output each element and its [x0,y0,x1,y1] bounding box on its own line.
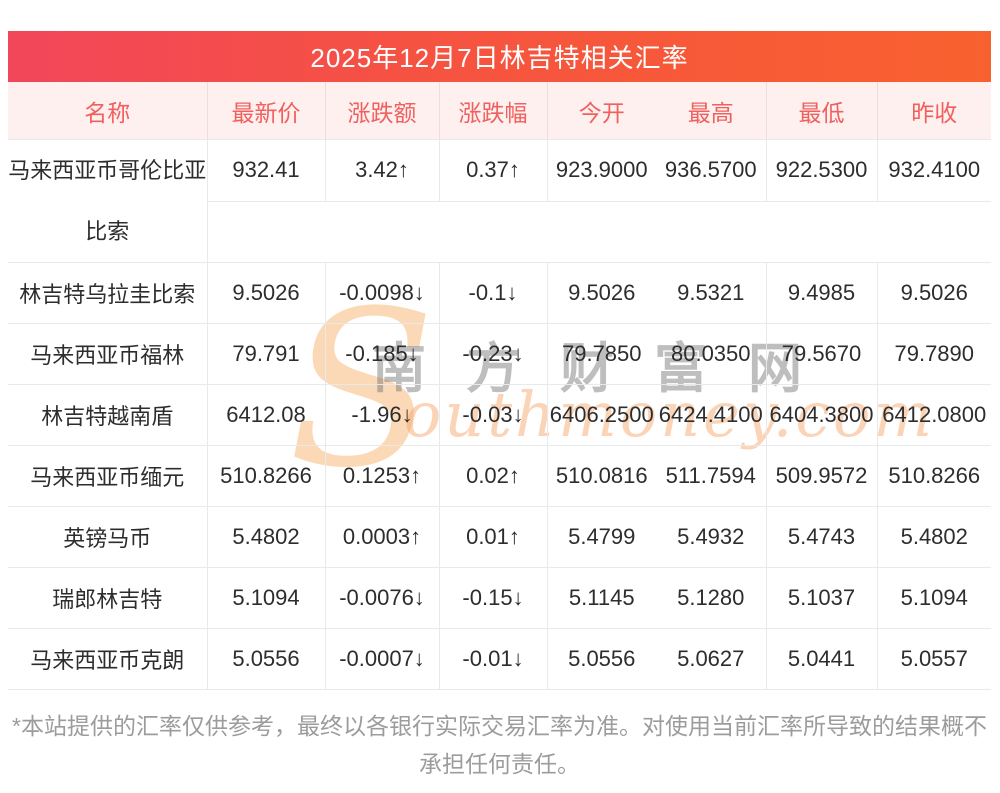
cell-empty [439,201,547,263]
cell-currency-name: 林吉特越南盾 [8,384,208,446]
cell-currency-name: 英镑马币 [8,506,208,568]
cell-empty [325,201,439,263]
cell-low: 5.1037 [766,567,878,629]
cell-latest-price: 5.0556 [207,628,326,690]
cell-latest-price: 510.8266 [207,445,326,507]
table-header-row: 名称 最新价 涨跌额 涨跌幅 今开 最高 最低 昨收 [8,82,991,140]
cell-change-amount: -0.0076↓ [325,567,440,629]
table-row: 马来西亚币哥伦比亚比索 932.41 3.42↑ 0.37↑ 923.9000 936.5… [8,139,991,263]
cell-high: 5.0627 [656,628,767,690]
cell-prev-close: 9.5026 [877,262,991,324]
cell-empty [877,201,991,263]
cell-prev-close: 932.4100 [877,139,991,202]
cell-empty [656,201,766,263]
cell-prev-close: 510.8266 [877,445,991,507]
cell-currency-name: 马来西亚币克朗 [8,628,208,690]
cell-change-percent: -0.15↓ [439,567,548,629]
cell-open: 5.1145 [547,567,656,629]
cell-change-amount: 0.0003↑ [325,506,440,568]
column-header-prev-close: 昨收 [877,82,991,140]
disclaimer-text: *本站提供的汇率仅供参考，最终以各银行实际交易汇率为准。对使用当前汇率所导致的结… [12,713,987,777]
cell-currency-name: 马来西亚币福林 [8,323,208,385]
page-title: 2025年12月7日林吉特相关汇率 [310,43,689,73]
cell-empty [766,201,877,263]
cell-prev-close: 5.4802 [877,506,991,568]
cell-open: 5.4799 [547,506,656,568]
cell-high: 511.7594 [656,445,767,507]
cell-change-percent: -0.23↓ [439,323,548,385]
cell-low: 9.4985 [766,262,878,324]
cell-prev-close: 5.0557 [877,628,991,690]
cell-change-amount: 3.42↑ [325,139,440,202]
exchange-rate-table: 名称 最新价 涨跌额 涨跌幅 今开 最高 最低 昨收 马来西亚币哥伦比亚比索 932.41 3.4… [8,82,991,690]
table-row: 林吉特乌拉圭比索 9.5026 -0.0098↓ -0.1↓ 9.5026 9.5321 9… [8,262,991,324]
cell-prev-close: 79.7890 [877,323,991,385]
table-row: 瑞郎林吉特 5.1094 -0.0076↓ -0.15↓ 5.1145 5.1280 5.1… [8,567,991,629]
cell-change-amount: -0.0098↓ [325,262,440,324]
column-header-change-percent: 涨跌幅 [439,82,548,140]
cell-low: 5.0441 [766,628,878,690]
cell-currency-name: 瑞郎林吉特 [8,567,208,629]
cell-empty [207,201,325,263]
table-row: 马来西亚币缅元 510.8266 0.1253↑ 0.02↑ 510.0816 511.7… [8,445,991,507]
cell-change-amount: -0.0007↓ [325,628,440,690]
column-header-latest-price: 最新价 [207,82,326,140]
cell-open: 923.9000 [547,139,656,202]
cell-high: 5.1280 [656,567,767,629]
cell-open: 6406.2500 [547,384,656,446]
cell-high: 5.4932 [656,506,767,568]
cell-currency-name: 马来西亚币哥伦比亚比索 [8,139,208,263]
cell-low: 509.9572 [766,445,878,507]
cell-high: 936.5700 [656,139,767,202]
column-header-open: 今开 [547,82,656,140]
cell-change-percent: -0.01↓ [439,628,548,690]
cell-change-percent: -0.03↓ [439,384,548,446]
cell-change-percent: 0.01↑ [439,506,548,568]
cell-change-percent: 0.02↑ [439,445,548,507]
column-header-change-amount: 涨跌额 [325,82,440,140]
cell-latest-price: 9.5026 [207,262,326,324]
table-row: 英镑马币 5.4802 0.0003↑ 0.01↑ 5.4799 5.4932 5.4743… [8,506,991,568]
cell-low: 5.4743 [766,506,878,568]
cell-change-amount: -0.185↓ [325,323,440,385]
cell-latest-price: 932.41 [207,139,326,202]
cell-low: 6404.3800 [766,384,878,446]
cell-latest-price: 79.791 [207,323,326,385]
cell-change-amount: -1.96↓ [325,384,440,446]
cell-change-percent: 0.37↑ [439,139,548,202]
cell-latest-price: 6412.08 [207,384,326,446]
cell-high: 9.5321 [656,262,767,324]
table-row-spacer [8,201,991,263]
table-title-bar: 2025年12月7日林吉特相关汇率 [8,31,991,82]
cell-latest-price: 5.4802 [207,506,326,568]
cell-open: 510.0816 [547,445,656,507]
cell-empty [547,201,656,263]
table-row: 马来西亚币克朗 5.0556 -0.0007↓ -0.01↓ 5.0556 5.0627 5… [8,628,991,690]
cell-open: 5.0556 [547,628,656,690]
cell-prev-close: 5.1094 [877,567,991,629]
table-row: 马来西亚币福林 79.791 -0.185↓ -0.23↓ 79.7850 80.0350… [8,323,991,385]
cell-high: 6424.4100 [656,384,767,446]
column-header-low: 最低 [766,82,878,140]
cell-currency-name: 林吉特乌拉圭比索 [8,262,208,324]
cell-high: 80.0350 [656,323,767,385]
cell-change-percent: -0.1↓ [439,262,548,324]
cell-latest-price: 5.1094 [207,567,326,629]
cell-low: 922.5300 [766,139,878,202]
cell-low: 79.5670 [766,323,878,385]
cell-prev-close: 6412.0800 [877,384,991,446]
cell-open: 79.7850 [547,323,656,385]
cell-open: 9.5026 [547,262,656,324]
cell-currency-name: 马来西亚币缅元 [8,445,208,507]
column-header-high: 最高 [656,82,767,140]
cell-change-amount: 0.1253↑ [325,445,440,507]
column-header-name: 名称 [8,82,208,140]
table-row: 林吉特越南盾 6412.08 -1.96↓ -0.03↓ 6406.2500 6424.4… [8,384,991,446]
